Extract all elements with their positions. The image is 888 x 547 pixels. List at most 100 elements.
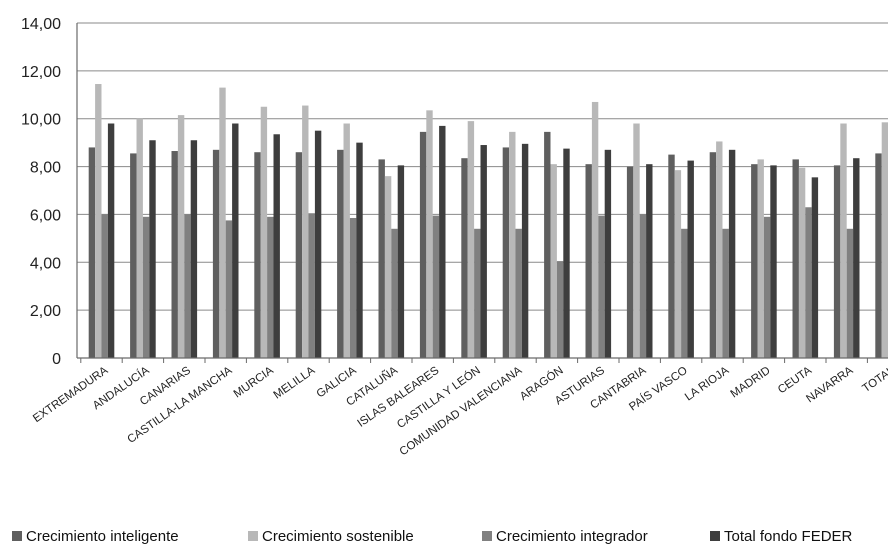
bar-crecimiento-integrador [598,215,605,358]
bar-total-fondo-feder [273,134,280,358]
bar-crecimiento-inteligente [585,164,592,358]
bar-crecimiento-inteligente [254,152,261,358]
bar-crecimiento-inteligente [461,158,468,358]
axes [76,23,888,363]
x-axis-category-labels: EXTREMADURAANDALUCÍACANARIASCASTILLA-LA … [31,364,888,459]
bar-crecimiento-inteligente [626,166,634,358]
legend-label: Crecimiento integrador [496,528,648,545]
bar-crecimiento-integrador [639,214,647,358]
bar-crecimiento-inteligente [88,147,96,358]
bar-total-fondo-feder [314,130,322,358]
bar-crecimiento-integrador [846,228,854,358]
bar-crecimiento-inteligente [337,149,344,358]
y-tick-label: 14,00 [21,16,61,33]
bar-total-fondo-feder [149,140,156,358]
bar-crecimiento-inteligente [378,159,385,358]
bar-crecimiento-sostenible [881,122,888,358]
bar-crecimiento-sostenible [467,121,475,358]
bar-crecimiento-sostenible [343,123,350,358]
bar-crecimiento-sostenible [302,105,309,358]
bar-crecimiento-integrador [515,228,522,358]
bar-crecimiento-sostenible [674,170,682,358]
bar-crecimiento-integrador [101,214,108,358]
bar-crecimiento-inteligente [668,154,675,358]
bar-total-fondo-feder [563,148,570,358]
bar-total-fondo-feder [521,143,529,358]
bar-total-fondo-feder [687,160,694,358]
bar-crecimiento-inteligente [419,131,427,358]
bar-total-fondo-feder [232,123,239,358]
bar-crecimiento-integrador [184,214,191,358]
bar-total-fondo-feder [397,165,405,358]
bar-crecimiento-integrador [308,213,315,358]
legend-item: Crecimiento integrador [482,528,648,545]
bar-crecimiento-inteligente [875,153,882,358]
legend-label: Total fondo FEDER [724,528,853,545]
bar-crecimiento-integrador [556,261,564,358]
y-tick-label: 8,00 [30,160,61,177]
bar-crecimiento-integrador [681,228,688,358]
legend-item: Crecimiento inteligente [12,528,179,545]
legend-swatch [248,531,258,541]
bar-crecimiento-integrador [474,228,481,358]
bar-crecimiento-integrador [722,228,729,358]
x-category-label: LA RIOJA [683,364,732,403]
x-category-label: MURCIA [232,364,276,400]
bar-total-fondo-feder [356,142,363,358]
y-tick-label: 2,00 [30,303,61,320]
bar-crecimiento-sostenible [219,87,226,358]
bar-crecimiento-integrador [432,215,440,358]
bar-crecimiento-inteligente [502,147,510,358]
bar-crecimiento-inteligente [833,165,841,358]
bar-total-fondo-feder [853,158,860,358]
y-tick-label: 0 [52,351,61,368]
bar-crecimiento-sostenible [633,123,640,358]
bar-crecimiento-integrador [142,216,150,358]
bar-total-fondo-feder [728,149,736,358]
bar-crecimiento-sostenible [798,167,806,358]
bar-crecimiento-sostenible [260,106,268,358]
bar-crecimiento-sostenible [95,84,102,359]
bar-total-fondo-feder [770,165,777,358]
bar-crecimiento-sostenible [509,131,516,358]
legend-label: Crecimiento sostenible [262,528,414,545]
bar-crecimiento-sostenible [136,118,143,358]
y-tick-label: 4,00 [30,255,61,272]
bar-total-fondo-feder [439,125,446,359]
legend-swatch [482,531,492,541]
x-category-label: TOTAL [860,364,888,395]
legend-item: Crecimiento sostenible [248,528,414,545]
bar-crecimiento-inteligente [792,159,799,358]
bar-crecimiento-integrador [267,216,274,358]
bar-crecimiento-inteligente [212,149,220,358]
bar-total-fondo-feder [604,149,612,358]
bar-crecimiento-inteligente [171,151,178,358]
y-tick-label: 10,00 [21,112,61,129]
bar-crecimiento-integrador [391,228,398,358]
bars [88,84,888,359]
bar-total-fondo-feder [646,164,653,358]
legend-swatch [710,531,720,541]
bar-crecimiento-inteligente [709,152,717,358]
bar-total-fondo-feder [190,140,198,358]
bar-crecimiento-integrador [225,220,233,358]
x-category-label: MELILLA [272,364,318,401]
legend-label: Crecimiento inteligente [26,528,179,545]
bar-total-fondo-feder [107,123,115,358]
bar-crecimiento-inteligente [544,131,551,358]
y-tick-label: 6,00 [30,207,61,224]
bar-total-fondo-feder [811,177,819,358]
bar-crecimiento-sostenible [177,115,185,358]
x-category-label: EXTREMADURA [31,364,110,425]
bar-crecimiento-sostenible [384,176,392,358]
bar-crecimiento-integrador [763,216,771,358]
bar-crecimiento-integrador [805,207,812,358]
bar-crecimiento-integrador [349,218,357,358]
legend: Crecimiento inteligente Crecimiento soste… [12,528,853,545]
legend-swatch [12,531,22,541]
bar-crecimiento-sostenible [757,159,764,358]
x-category-label: MADRID [729,365,773,401]
bar-crecimiento-inteligente [751,164,758,358]
bar-total-fondo-feder [480,145,487,358]
